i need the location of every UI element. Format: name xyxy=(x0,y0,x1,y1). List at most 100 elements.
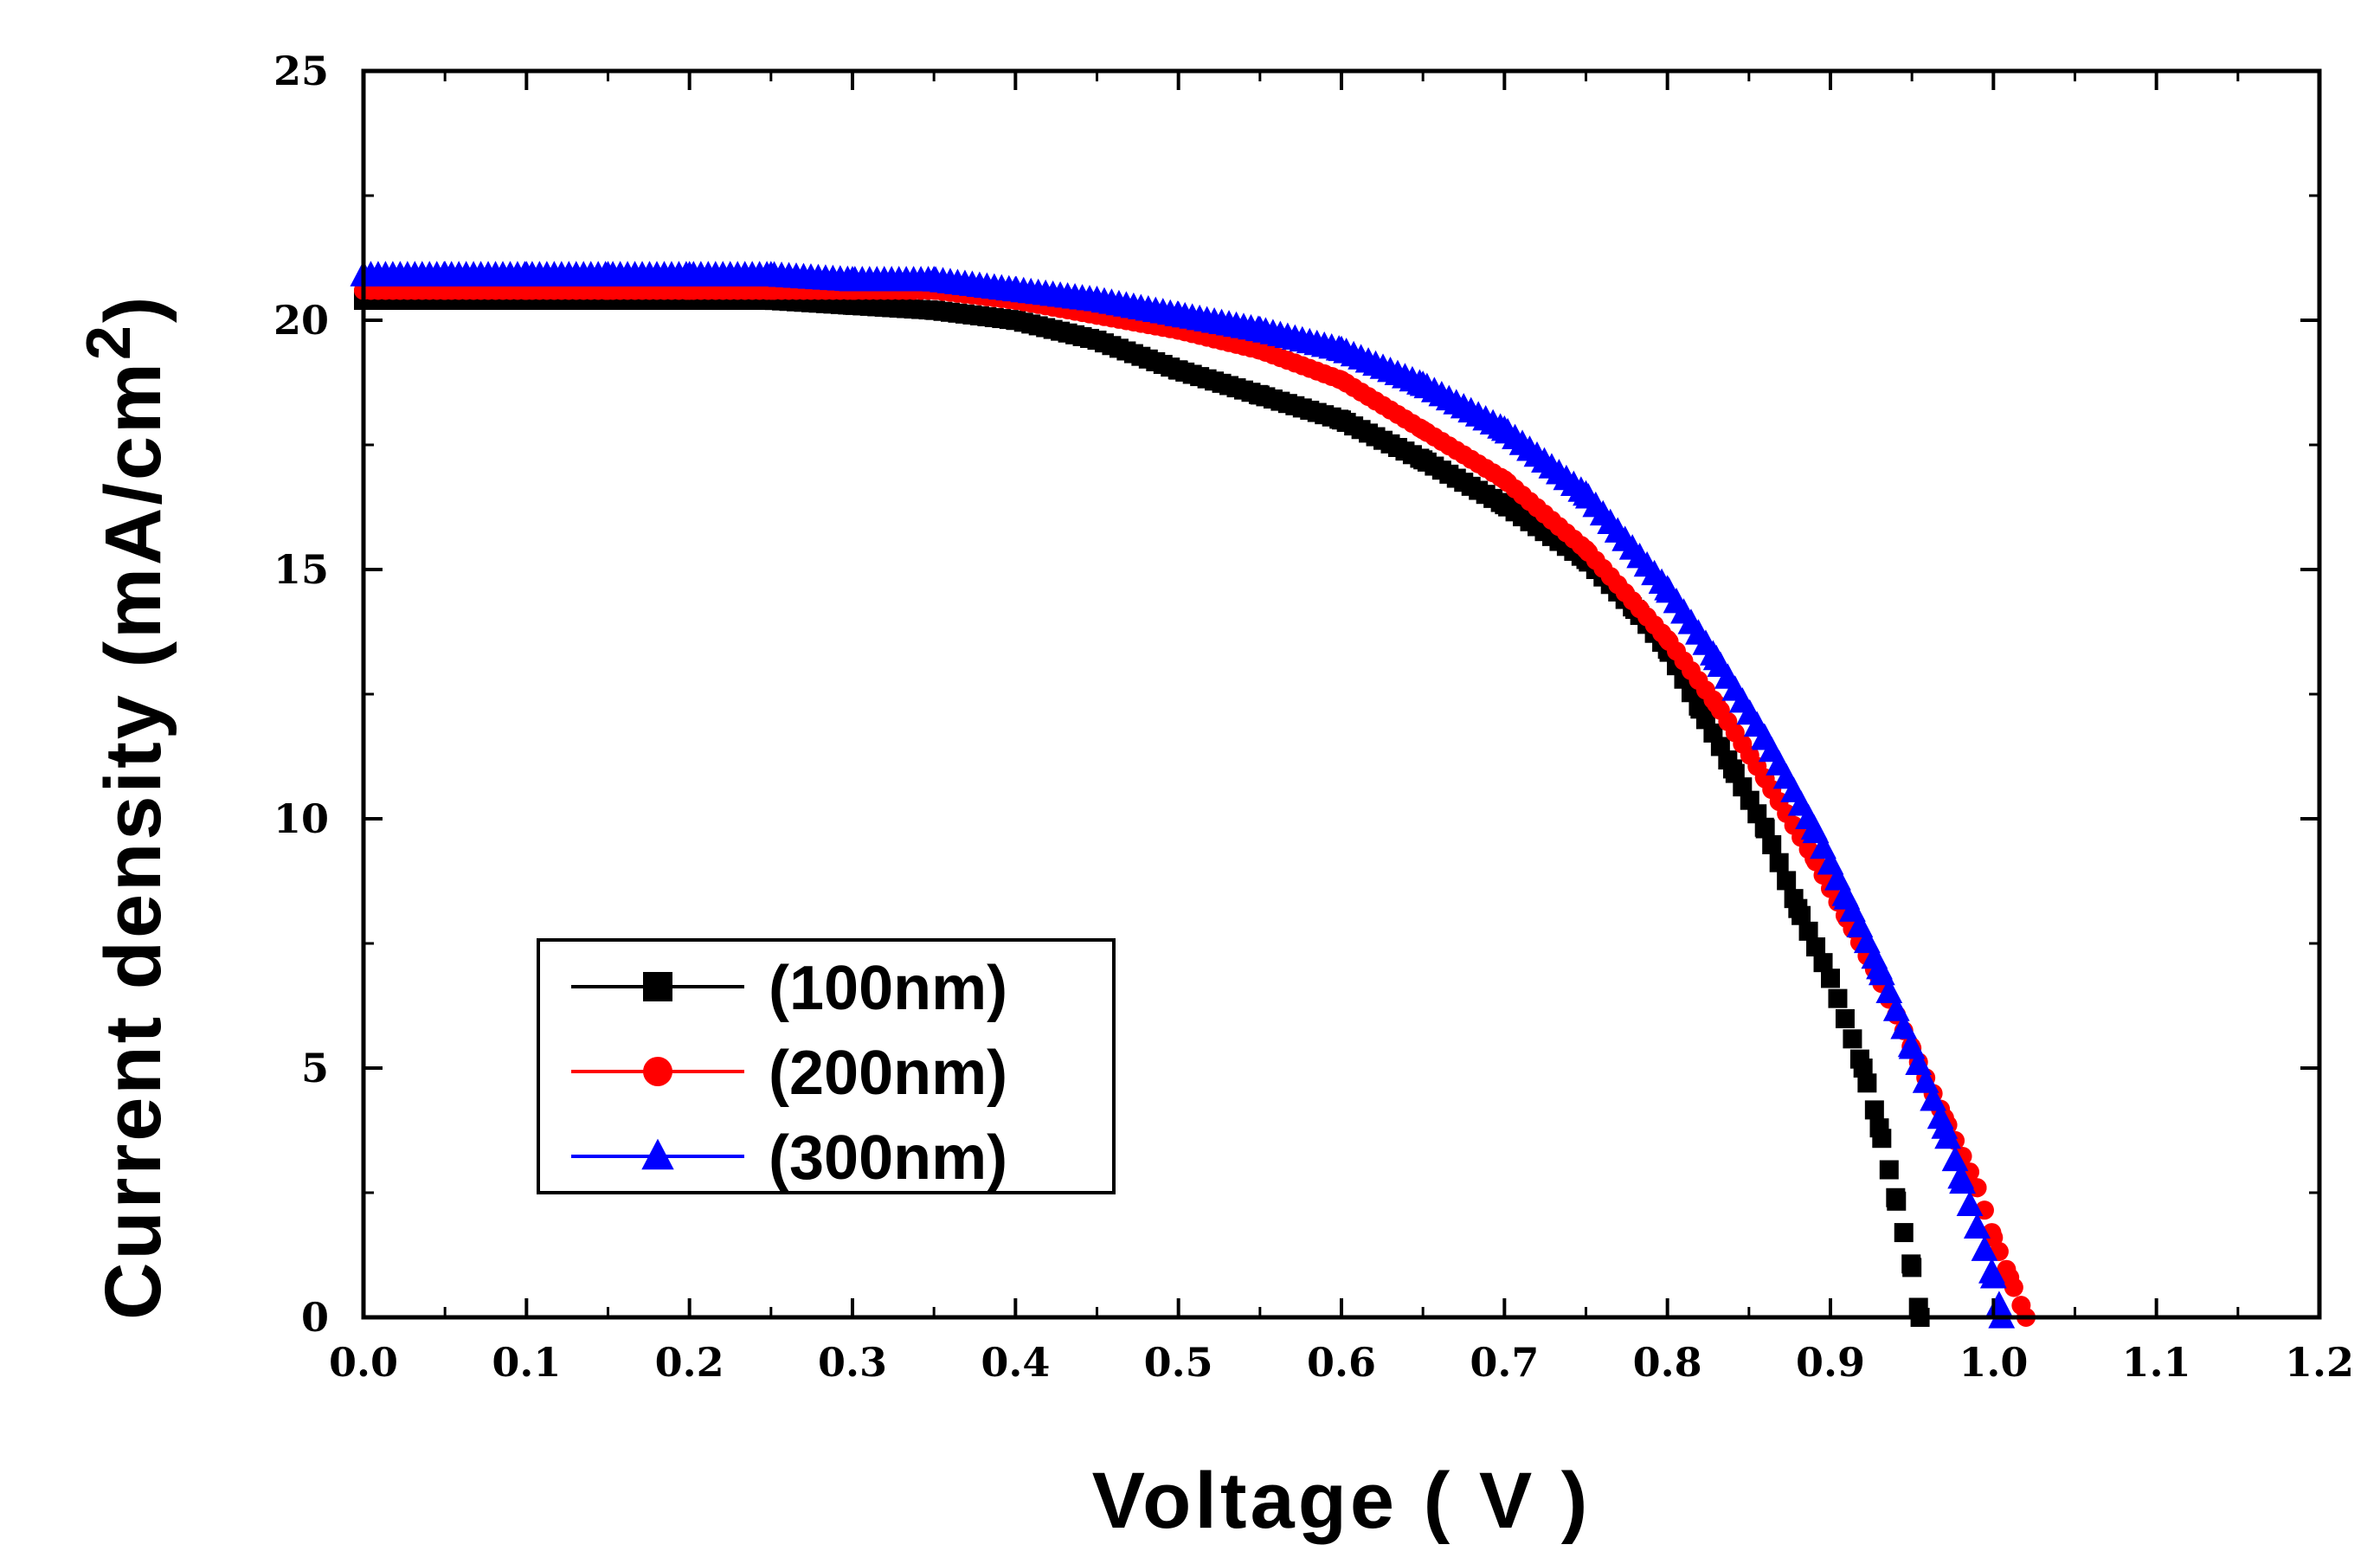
square-data-point xyxy=(1495,495,1515,515)
x-tick-label: 0.7 xyxy=(1470,1339,1539,1386)
triangle-data-point xyxy=(839,266,866,292)
triangle-data-point xyxy=(1898,1033,1926,1059)
y-tick-label: 25 xyxy=(273,48,329,94)
triangle-data-point xyxy=(1800,814,1828,840)
square-data-point xyxy=(1788,898,1808,918)
triangle-data-point xyxy=(1979,1263,2007,1289)
x-tick-label: 0.1 xyxy=(492,1339,561,1386)
square-data-point xyxy=(1798,921,1818,941)
legend-label: (100nm) xyxy=(769,954,1007,1023)
square-data-point xyxy=(1857,1073,1877,1093)
y-tick-label: 10 xyxy=(273,795,329,842)
data-markers xyxy=(350,261,2036,1329)
triangle-data-point xyxy=(1084,286,1110,312)
tick-labels: 0.0 0.1 0.2 0.3 0.4 0.5 0.6 0.7 0.8 0.9 1.0 1.1 1.2 0… xyxy=(273,48,2354,1386)
circle-data-point xyxy=(1576,539,1596,559)
triangle-data-point xyxy=(1905,1049,1933,1075)
circle-data-point xyxy=(2000,1267,2020,1287)
x-tick-label: 1.0 xyxy=(1959,1339,2028,1386)
triangle-data-point xyxy=(1912,1067,1939,1093)
square-data-point xyxy=(1250,385,1270,405)
legend-triangle-marker xyxy=(641,1138,674,1170)
y-tick-label: 0 xyxy=(301,1294,329,1341)
legend-label: (200nm) xyxy=(769,1039,1007,1108)
circle-data-point xyxy=(1495,470,1515,490)
circle-data-point xyxy=(1657,629,1677,649)
legend-box xyxy=(537,938,1116,1194)
square-data-point xyxy=(1879,1160,1899,1180)
y-axis-title-close: ) xyxy=(89,293,177,323)
legend-label: (300nm) xyxy=(769,1123,1007,1193)
x-tick-label: 0.3 xyxy=(818,1339,887,1386)
axis-ticks xyxy=(362,69,2321,1319)
triangle-data-point xyxy=(1971,1235,1998,1261)
circle-data-point xyxy=(1413,420,1433,440)
triangle-data-point xyxy=(1833,884,1861,910)
triangle-data-point xyxy=(1956,1190,1984,1216)
x-tick-label: 0.0 xyxy=(329,1339,398,1386)
legend-square-marker xyxy=(643,972,672,1001)
square-data-point xyxy=(1168,360,1188,380)
square-data-point xyxy=(1813,953,1833,973)
triangle-data-point xyxy=(676,261,704,286)
square-data-point xyxy=(1886,1187,1906,1207)
triangle-data-point xyxy=(512,261,540,286)
square-data-point xyxy=(1835,1008,1855,1028)
y-axis-title-main: Current density (mA/cm xyxy=(89,360,177,1320)
square-data-point xyxy=(843,295,862,315)
square-data-point xyxy=(924,300,944,320)
y-axis-title: Current density (mA/cm2) xyxy=(74,293,177,1320)
triangle-data-point xyxy=(595,261,621,286)
triangle-data-point xyxy=(1964,1213,1991,1239)
circle-data-point xyxy=(1332,370,1351,390)
triangle-data-point xyxy=(1947,1162,1975,1189)
square-data-point xyxy=(1332,410,1351,430)
triangle-data-point xyxy=(920,266,948,292)
triangle-data-point xyxy=(1866,954,1893,980)
y-axis-title-sup: 2 xyxy=(74,323,144,360)
y-tick-label: 5 xyxy=(301,1045,329,1091)
square-data-point xyxy=(1087,331,1107,351)
legend: (100nm) (200nm) (300nm) xyxy=(537,938,1116,1194)
triangle-data-point xyxy=(1328,335,1355,362)
square-data-point xyxy=(1828,988,1848,1008)
triangle-data-point xyxy=(1573,479,1599,506)
square-data-point xyxy=(1769,853,1789,872)
triangle-data-point xyxy=(1246,315,1274,342)
y-tick-label: 15 xyxy=(273,546,329,593)
triangle-data-point xyxy=(757,261,785,286)
triangle-data-point xyxy=(1931,1113,1959,1139)
legend-circle-marker xyxy=(643,1057,672,1086)
square-data-point xyxy=(1843,1029,1862,1049)
square-data-point xyxy=(1853,1059,1873,1078)
triangle-data-point xyxy=(1490,415,1518,441)
triangle-data-point xyxy=(431,261,459,286)
x-tick-label: 0.5 xyxy=(1144,1339,1213,1386)
circle-data-point xyxy=(1250,340,1270,360)
triangle-data-point xyxy=(1165,300,1193,326)
triangle-data-point xyxy=(1890,1014,1918,1039)
circle-data-point xyxy=(1707,694,1727,714)
triangle-data-point xyxy=(1752,724,1779,750)
x-tick-label: 0.2 xyxy=(655,1339,724,1386)
square-data-point xyxy=(1723,759,1742,779)
x-tick-label: 1.2 xyxy=(2285,1339,2354,1386)
triangle-data-point xyxy=(1920,1085,1947,1111)
x-tick-label: 0.4 xyxy=(981,1339,1050,1386)
square-data-point xyxy=(1762,834,1782,854)
series-2 xyxy=(350,261,2016,1329)
x-tick-label: 0.8 xyxy=(1633,1339,1702,1386)
x-tick-label: 0.9 xyxy=(1796,1339,1865,1386)
triangle-data-point xyxy=(1941,1145,1969,1172)
square-data-point xyxy=(1413,450,1433,470)
square-data-point xyxy=(1894,1223,1914,1243)
square-data-point xyxy=(1755,819,1775,839)
y-tick-label: 20 xyxy=(273,297,329,344)
triangle-data-point xyxy=(1882,995,1910,1021)
square-data-point xyxy=(1777,871,1797,891)
square-data-point xyxy=(1902,1258,1922,1278)
triangle-data-point xyxy=(1654,575,1682,601)
x-axis-title: Voltage ( V ) xyxy=(1092,1457,1592,1545)
square-data-point xyxy=(1806,937,1826,957)
